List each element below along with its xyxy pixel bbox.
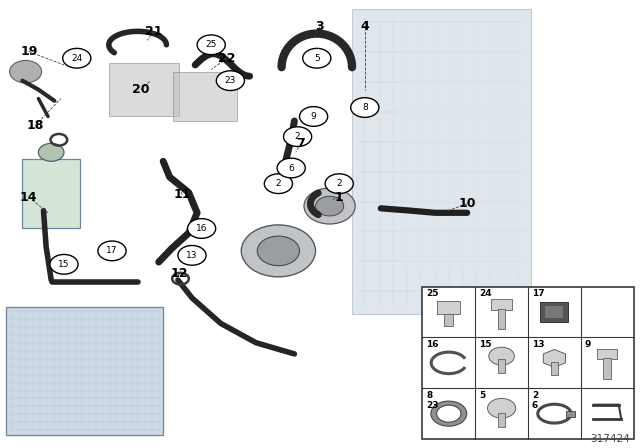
Circle shape [50,254,78,274]
Text: 5: 5 [479,391,485,400]
Circle shape [277,158,305,178]
Text: 7: 7 [296,137,305,150]
Text: 16: 16 [426,340,439,349]
Text: 1: 1 [335,190,344,204]
Text: 8: 8 [362,103,367,112]
Bar [498,413,506,427]
Circle shape [188,219,216,238]
Bar [444,314,453,327]
Text: 2: 2 [276,179,281,188]
Text: 15: 15 [58,260,70,269]
Bar [498,309,506,329]
Circle shape [38,143,64,161]
Text: 17: 17 [532,289,545,298]
Bar [437,301,460,314]
Bar [550,362,558,375]
Text: 21: 21 [145,25,163,38]
Text: 9: 9 [585,340,591,349]
Bar [498,359,506,373]
Text: 10: 10 [458,197,476,211]
Text: 24: 24 [479,289,492,298]
Text: 3: 3 [316,20,324,34]
Text: 5: 5 [314,54,319,63]
Circle shape [98,241,126,261]
Text: 18: 18 [26,119,44,132]
Text: 24: 24 [71,54,83,63]
Polygon shape [543,349,566,367]
Bar [492,299,512,310]
Circle shape [488,398,516,418]
Bar [597,349,618,359]
Circle shape [241,225,316,277]
Text: 9: 9 [311,112,316,121]
Text: 12: 12 [170,267,188,280]
Circle shape [10,60,42,83]
Circle shape [284,127,312,146]
Text: 2: 2 [337,179,342,188]
Circle shape [303,48,331,68]
Bar [6,307,163,435]
Bar [545,306,563,319]
Text: 20: 20 [132,83,150,96]
Text: 22: 22 [218,52,236,65]
Polygon shape [22,159,80,228]
Text: 2
6: 2 6 [532,391,538,410]
Text: 25: 25 [205,40,217,49]
Text: 8
23: 8 23 [426,391,439,410]
Text: 17: 17 [106,246,118,255]
Circle shape [304,188,355,224]
Circle shape [257,236,300,266]
Text: 25: 25 [426,289,439,298]
Bar [422,287,634,439]
Bar [604,358,611,379]
Text: 19: 19 [20,45,38,58]
Text: 2: 2 [295,132,300,141]
Circle shape [300,107,328,126]
Text: 23: 23 [225,76,236,85]
Bar [566,411,575,417]
Text: 6: 6 [289,164,294,172]
Bar [540,302,568,322]
Text: 11: 11 [173,188,191,202]
Circle shape [216,71,244,90]
Polygon shape [109,63,179,116]
Text: 14: 14 [20,190,38,204]
Circle shape [351,98,379,117]
Circle shape [264,174,292,194]
Circle shape [325,174,353,194]
Text: 13: 13 [186,251,198,260]
Polygon shape [352,9,531,314]
Text: 15: 15 [479,340,492,349]
Text: 16: 16 [196,224,207,233]
Circle shape [178,246,206,265]
Text: 13: 13 [532,340,545,349]
Circle shape [197,35,225,55]
Polygon shape [173,72,237,121]
Circle shape [316,196,344,216]
Text: 317424: 317424 [591,435,630,444]
Polygon shape [397,22,525,269]
Text: 4: 4 [360,20,369,34]
Circle shape [489,347,515,365]
Circle shape [63,48,91,68]
